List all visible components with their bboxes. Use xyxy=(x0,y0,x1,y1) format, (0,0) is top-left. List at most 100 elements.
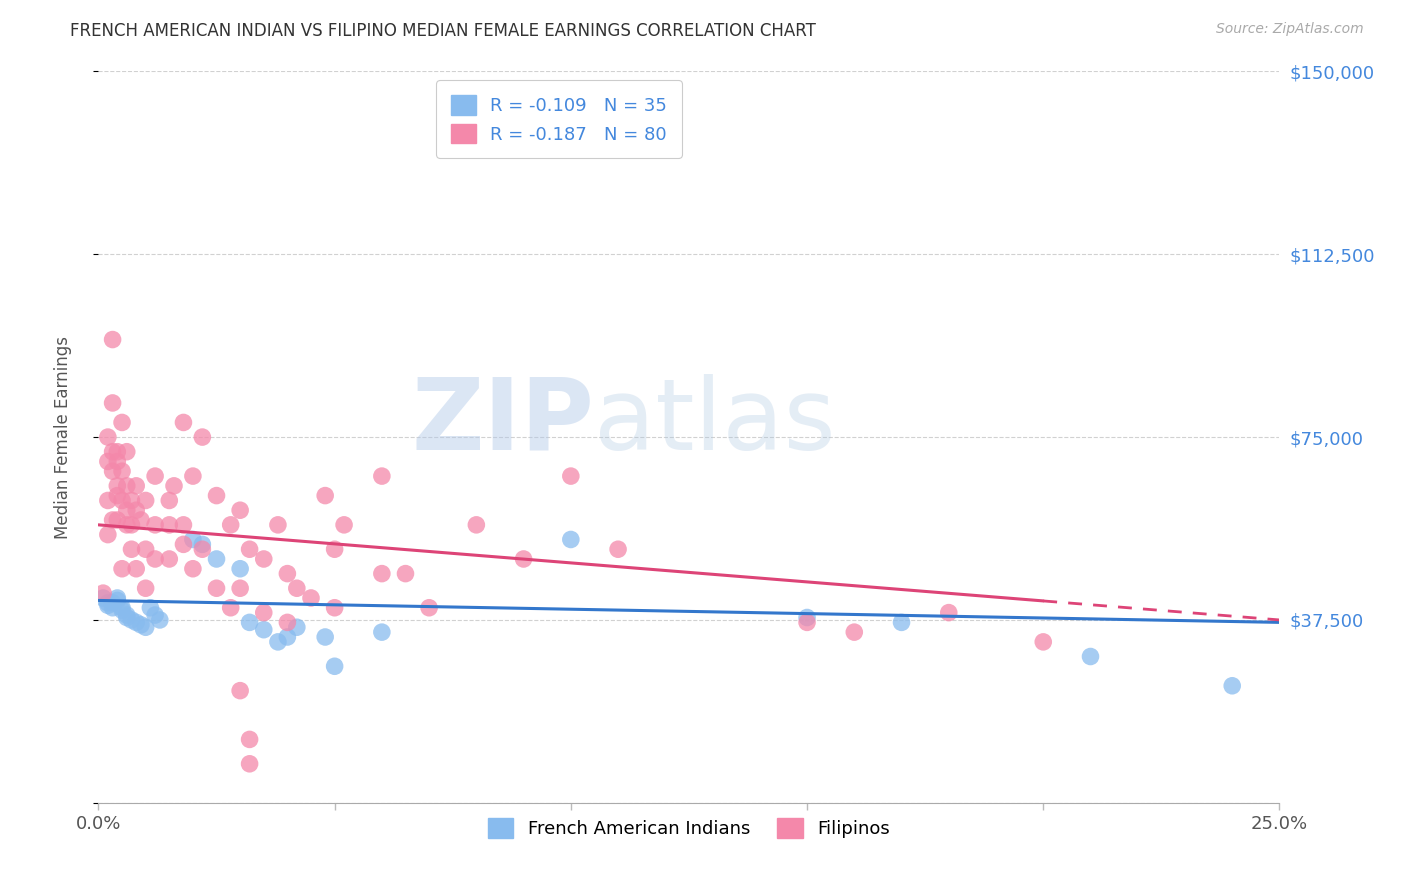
Point xyxy=(105,593,128,607)
Point xyxy=(219,517,242,532)
Point xyxy=(172,537,194,551)
Point xyxy=(129,513,152,527)
Point xyxy=(314,489,336,503)
Point xyxy=(191,542,214,557)
Point xyxy=(276,615,298,630)
Point xyxy=(181,533,204,547)
Point xyxy=(115,444,138,458)
Point xyxy=(796,610,818,624)
Point xyxy=(121,542,143,557)
Point xyxy=(560,533,582,547)
Point xyxy=(172,416,194,430)
Point xyxy=(97,596,120,610)
Point xyxy=(97,599,120,613)
Point xyxy=(105,444,128,458)
Point xyxy=(105,489,128,503)
Point xyxy=(115,503,138,517)
Point xyxy=(181,469,204,483)
Text: Source: ZipAtlas.com: Source: ZipAtlas.com xyxy=(1216,22,1364,37)
Point xyxy=(125,562,148,576)
Point xyxy=(97,527,120,541)
Point xyxy=(1080,649,1102,664)
Point xyxy=(512,552,534,566)
Point xyxy=(105,591,128,605)
Point xyxy=(143,517,166,532)
Point xyxy=(157,493,180,508)
Point xyxy=(139,600,162,615)
Point xyxy=(101,596,124,610)
Point xyxy=(371,566,394,581)
Legend: French American Indians, Filipinos: French American Indians, Filipinos xyxy=(481,811,897,845)
Y-axis label: Median Female Earnings: Median Female Earnings xyxy=(53,335,72,539)
Point xyxy=(111,600,134,615)
Point xyxy=(890,615,912,630)
Point xyxy=(371,469,394,483)
Point xyxy=(796,615,818,630)
Point xyxy=(115,610,138,624)
Point xyxy=(371,625,394,640)
Point xyxy=(1032,635,1054,649)
Point xyxy=(219,600,242,615)
Text: FRENCH AMERICAN INDIAN VS FILIPINO MEDIAN FEMALE EARNINGS CORRELATION CHART: FRENCH AMERICAN INDIAN VS FILIPINO MEDIA… xyxy=(70,22,815,40)
Point xyxy=(333,517,356,532)
Point xyxy=(323,659,346,673)
Point xyxy=(111,416,134,430)
Point xyxy=(267,635,290,649)
Text: atlas: atlas xyxy=(595,374,837,471)
Point xyxy=(285,581,308,595)
Point xyxy=(276,630,298,644)
Point xyxy=(105,454,128,468)
Point xyxy=(314,630,336,644)
Point xyxy=(97,430,120,444)
Point xyxy=(191,430,214,444)
Point xyxy=(115,608,138,623)
Point xyxy=(229,581,252,595)
Point xyxy=(111,493,134,508)
Point xyxy=(91,586,114,600)
Point xyxy=(105,479,128,493)
Point xyxy=(285,620,308,634)
Point xyxy=(135,542,157,557)
Point xyxy=(121,613,143,627)
Point xyxy=(253,606,276,620)
Point xyxy=(239,756,262,771)
Point xyxy=(101,513,124,527)
Point xyxy=(101,444,124,458)
Point xyxy=(143,469,166,483)
Point xyxy=(143,552,166,566)
Point xyxy=(239,732,262,747)
Point xyxy=(97,493,120,508)
Point xyxy=(101,600,124,615)
Point xyxy=(239,542,262,557)
Point xyxy=(157,552,180,566)
Point xyxy=(91,591,114,605)
Text: ZIP: ZIP xyxy=(412,374,595,471)
Point xyxy=(253,552,276,566)
Point xyxy=(125,479,148,493)
Point xyxy=(121,493,143,508)
Point xyxy=(607,542,630,557)
Point xyxy=(205,489,228,503)
Point xyxy=(101,464,124,478)
Point xyxy=(125,503,148,517)
Point xyxy=(163,479,186,493)
Point xyxy=(394,566,416,581)
Point xyxy=(135,620,157,634)
Point xyxy=(323,542,346,557)
Point xyxy=(938,606,960,620)
Point xyxy=(111,464,134,478)
Point xyxy=(97,454,120,468)
Point xyxy=(276,566,298,581)
Point xyxy=(111,562,134,576)
Point xyxy=(135,493,157,508)
Point xyxy=(560,469,582,483)
Point xyxy=(181,562,204,576)
Point xyxy=(115,479,138,493)
Point xyxy=(418,600,440,615)
Point xyxy=(105,513,128,527)
Point xyxy=(149,613,172,627)
Point xyxy=(115,517,138,532)
Point xyxy=(143,608,166,623)
Point xyxy=(299,591,322,605)
Point xyxy=(157,517,180,532)
